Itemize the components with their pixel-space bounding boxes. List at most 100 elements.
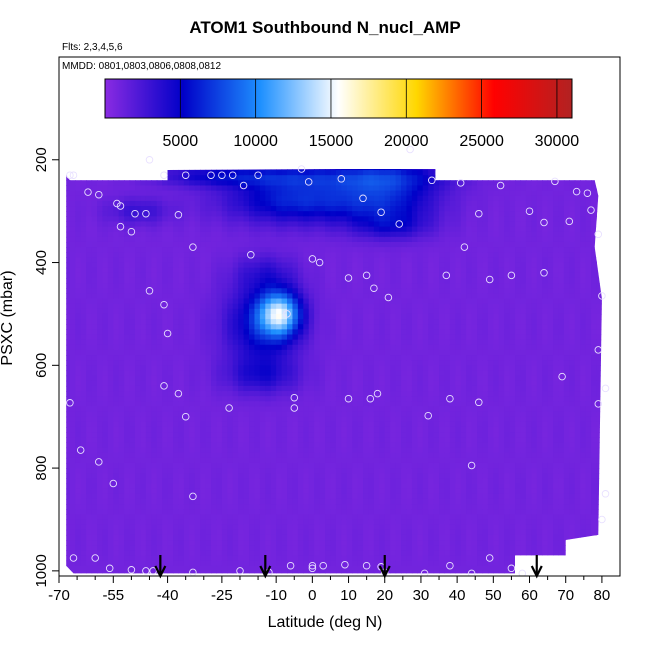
field-cell <box>145 355 152 361</box>
field-cell <box>352 509 359 515</box>
field-cell <box>368 493 375 500</box>
field-cell <box>265 200 272 207</box>
field-cell <box>357 488 364 495</box>
field-cell <box>97 185 104 192</box>
field-cell <box>81 160 87 166</box>
field-cell <box>368 236 375 243</box>
field-cell <box>330 283 337 289</box>
field-cell <box>200 298 207 305</box>
field-cell <box>308 488 315 495</box>
field-cell <box>156 355 163 361</box>
field-cell <box>276 519 283 526</box>
field-cell <box>287 483 294 490</box>
field-cell <box>221 175 228 181</box>
field-cell <box>330 288 337 294</box>
field-cell <box>287 355 294 361</box>
field-cell <box>265 483 272 490</box>
field-cell <box>194 277 201 284</box>
field-cell <box>118 396 125 402</box>
field-cell <box>270 360 277 366</box>
field-cell <box>243 334 250 341</box>
field-cell <box>243 529 250 536</box>
field-cell <box>221 504 228 510</box>
field-cell <box>308 442 315 449</box>
field-cell <box>145 293 152 300</box>
field-cell <box>227 200 234 207</box>
field-cell <box>80 241 87 248</box>
field-cell <box>189 411 196 418</box>
field-cell <box>259 509 266 515</box>
field-cell <box>86 349 93 356</box>
field-cell <box>124 344 131 351</box>
field-cell <box>167 375 174 382</box>
field-cell <box>75 396 82 402</box>
field-cell <box>75 226 82 233</box>
field-cell <box>86 339 93 346</box>
field-cell <box>232 272 239 279</box>
field-cell <box>162 329 169 336</box>
field-cell <box>297 221 304 228</box>
field-cell <box>167 550 174 557</box>
field-cell <box>162 190 169 197</box>
field-cell <box>162 241 169 248</box>
field-cell <box>270 226 277 233</box>
field-cell <box>249 262 256 269</box>
field-cell <box>319 308 326 315</box>
field-cell <box>194 555 201 562</box>
field-cell <box>107 293 114 300</box>
field-cell <box>124 313 131 320</box>
field-cell <box>173 169 180 171</box>
field-cell <box>80 277 87 284</box>
field-cell <box>314 529 321 536</box>
field-cell <box>287 550 294 557</box>
field-cell <box>357 339 364 346</box>
field-cell <box>330 221 337 228</box>
field-cell <box>357 473 364 479</box>
field-cell <box>145 370 152 377</box>
field-cell <box>156 241 163 248</box>
field-cell <box>118 236 125 243</box>
field-cell <box>227 442 234 449</box>
field-cell <box>91 468 98 474</box>
field-cell <box>238 442 245 449</box>
field-cell <box>86 360 93 366</box>
field-cell <box>80 524 87 531</box>
field-cell <box>129 421 136 428</box>
field-cell <box>151 375 158 382</box>
field-cell <box>162 540 169 546</box>
field-cell <box>243 169 250 171</box>
field-cell <box>113 303 120 310</box>
field-cell <box>97 324 104 330</box>
field-cell <box>211 421 218 428</box>
field-cell <box>222 134 228 140</box>
field-cell <box>243 488 250 495</box>
field-cell <box>135 170 142 176</box>
field-cell <box>129 509 136 515</box>
field-cell <box>308 349 315 356</box>
field-cell <box>325 200 332 207</box>
field-cell <box>113 206 120 212</box>
field-cell <box>335 370 342 377</box>
field-cell <box>330 360 337 366</box>
field-cell <box>200 175 207 181</box>
field-cell <box>319 529 326 536</box>
field-cell <box>287 170 294 176</box>
field-cell <box>308 555 315 562</box>
field-cell <box>135 160 141 166</box>
field-cell <box>363 555 370 562</box>
field-cell <box>80 298 87 305</box>
field-cell <box>91 319 98 325</box>
field-cell <box>227 447 234 454</box>
field-cell <box>156 396 163 402</box>
field-cell <box>357 534 364 541</box>
field-cell <box>276 241 283 248</box>
field-cell <box>162 375 169 382</box>
field-cell <box>221 360 228 366</box>
field-cell <box>352 416 359 423</box>
field-cell <box>173 540 180 546</box>
field-cell <box>178 534 185 541</box>
field-cell <box>107 195 114 202</box>
field-cell <box>151 139 157 145</box>
field-cell <box>59 499 65 505</box>
field-cell <box>189 534 196 541</box>
